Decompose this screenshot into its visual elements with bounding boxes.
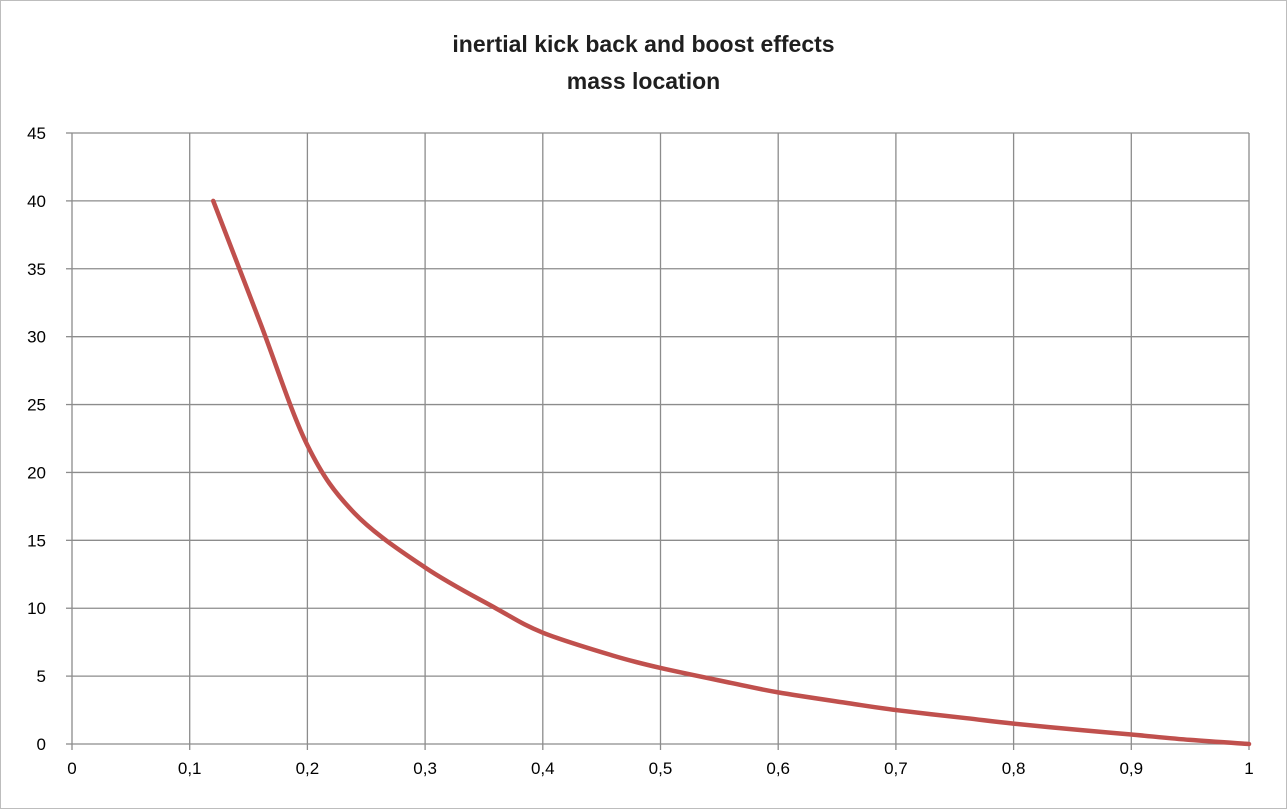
y-tick-label: 5: [37, 667, 46, 686]
y-tick-label: 30: [27, 328, 46, 347]
y-tick-label: 35: [27, 260, 46, 279]
x-tick-label: 0: [67, 759, 76, 778]
x-tick-label: 0,1: [178, 759, 202, 778]
y-tick-label: 15: [27, 531, 46, 550]
axes: [66, 132, 1250, 750]
chart-title-line-1: inertial kick back and boost effects: [452, 31, 835, 57]
series-layer: [210, 198, 1252, 747]
y-tick-label: 10: [27, 599, 46, 618]
x-tick-label: 1: [1244, 759, 1253, 778]
y-tick-label: 20: [27, 463, 46, 482]
chart-title-line-2: mass location: [566, 68, 721, 94]
x-tick-label: 0,5: [649, 759, 673, 778]
x-tick-label: 0,7: [884, 759, 908, 778]
x-tick-label: 0,9: [1119, 759, 1143, 778]
chart-title: inertial kick back and boost effects mas…: [0, 26, 1287, 100]
y-tick-label: 40: [27, 192, 46, 211]
y-tick-label: 45: [27, 124, 46, 143]
series-line: [210, 198, 1252, 747]
x-tick-label: 0,4: [531, 759, 555, 778]
x-tick-label: 0,3: [413, 759, 437, 778]
x-tick-label: 0,6: [766, 759, 790, 778]
y-tick-label: 0: [37, 735, 46, 754]
x-tick-label: 0,8: [1002, 759, 1026, 778]
tick-labels: 0 5 10 15 20 25 30 35 40 45 0 0,1 0,2 0,3 0,4 0,5 0,6 0,7…: [27, 124, 1254, 778]
x-tick-label: 0,2: [296, 759, 320, 778]
gridlines: [72, 132, 1250, 744]
y-tick-label: 25: [27, 396, 46, 415]
